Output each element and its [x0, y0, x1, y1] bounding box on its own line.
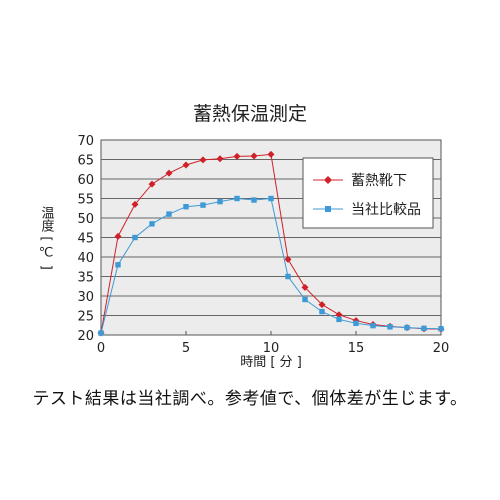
- y-tick-label: 50: [77, 212, 94, 227]
- y-tick-label: 70: [77, 134, 94, 149]
- data-point-0-5: [182, 161, 190, 169]
- footnote: テスト結果は当社調べ。参考値で、個体差が生じます。: [32, 389, 468, 409]
- series-layer: [97, 150, 445, 337]
- data-point-1-4: [166, 211, 172, 217]
- data-point-1-3: [149, 221, 155, 227]
- data-point-1-16: [370, 322, 376, 329]
- data-point-1-15: [353, 320, 359, 326]
- data-point-1-17: [387, 324, 393, 330]
- legend-label-0: 蓄熱靴下: [351, 173, 407, 189]
- data-point-0-11: [284, 255, 292, 263]
- data-point-1-20: [438, 326, 444, 332]
- data-point-1-11: [285, 273, 291, 280]
- data-point-1-2: [132, 234, 138, 241]
- legend-swatch-marker-1: [325, 206, 331, 212]
- data-point-1-1: [115, 262, 121, 268]
- data-point-1-13: [319, 308, 325, 315]
- data-point-0-13: [318, 301, 326, 309]
- data-point-0-9: [250, 152, 258, 160]
- data-point-1-8: [234, 195, 240, 202]
- y-tick-label: 60: [77, 173, 94, 188]
- x-tick-label: 10: [263, 341, 280, 356]
- data-point-1-12: [302, 296, 308, 303]
- data-point-0-8: [233, 152, 241, 160]
- data-point-0-1: [114, 232, 122, 240]
- legend-label-1: 当社比較品: [351, 202, 421, 218]
- x-tick-label: 20: [433, 341, 450, 356]
- data-point-0-7: [216, 155, 224, 163]
- legend-box: [302, 157, 434, 229]
- data-point-1-5: [183, 203, 189, 210]
- x-tick-label: 0: [97, 341, 105, 356]
- y-tick-label: 40: [77, 251, 94, 266]
- data-point-0-2: [131, 200, 139, 208]
- data-point-1-6: [200, 202, 206, 208]
- y-tick-label: 20: [77, 329, 94, 344]
- y-axis-ticks: 20 25 30 35 40 45 50 55 60 65 70: [77, 134, 94, 344]
- data-point-1-7: [217, 198, 223, 205]
- data-point-0-6: [199, 156, 207, 164]
- y-tick-label: 45: [77, 232, 94, 247]
- y-tick-label: 30: [77, 290, 94, 305]
- y-tick-label: 55: [77, 193, 94, 208]
- data-point-0-10: [267, 150, 275, 158]
- chart-title: 蓄熱保温測定: [193, 103, 307, 125]
- data-point-0-3: [148, 180, 156, 188]
- data-point-0-12: [301, 283, 309, 291]
- data-point-1-14: [336, 316, 342, 323]
- legend-swatch-marker-0: [324, 176, 332, 184]
- x-axis-label: 時間 [ 分 ]: [240, 355, 302, 370]
- legend: 蓄熱靴下 当社比較品: [302, 157, 434, 229]
- data-point-1-19: [421, 325, 427, 332]
- data-point-0-4: [165, 169, 173, 177]
- y-tick-label: 25: [77, 310, 94, 325]
- data-point-0-14: [335, 311, 343, 319]
- y-tick-label: 35: [77, 271, 94, 286]
- x-tick-label: 15: [348, 341, 365, 356]
- data-point-1-0: [98, 330, 104, 336]
- data-point-1-10: [268, 195, 274, 202]
- data-point-1-9: [251, 197, 257, 203]
- y-axis-label: 温度 [ ℃ ]: [39, 206, 55, 270]
- data-point-1-18: [404, 324, 410, 331]
- x-tick-label: 5: [182, 341, 190, 356]
- y-tick-label: 65: [77, 154, 94, 169]
